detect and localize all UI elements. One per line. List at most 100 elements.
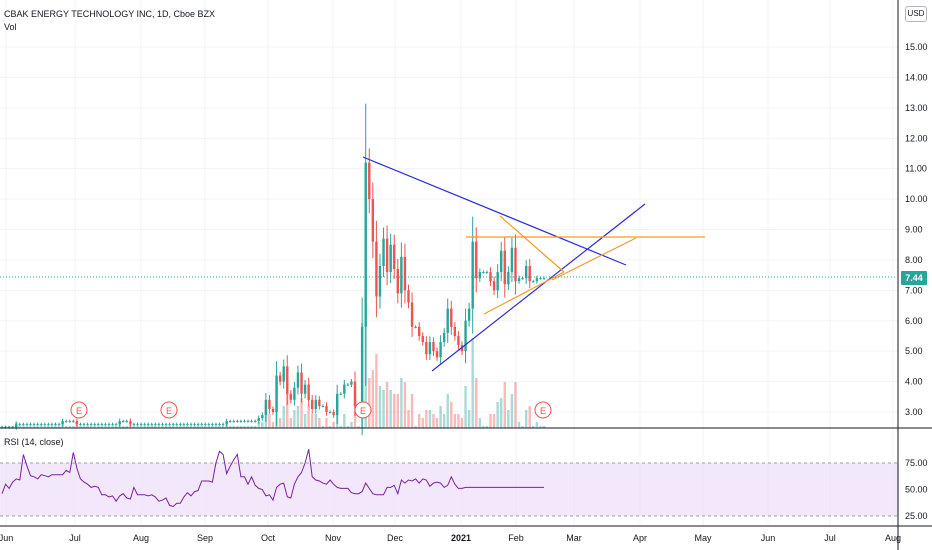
candle-body — [450, 308, 453, 327]
volume-bar — [164, 426, 168, 428]
volume-bar — [532, 426, 535, 428]
candle-body — [503, 250, 506, 285]
candle-body — [61, 421, 64, 425]
candle-body — [18, 424, 22, 426]
candle-body — [125, 421, 129, 423]
candle-body — [186, 424, 189, 426]
candle-body — [218, 424, 221, 426]
volume-bar — [136, 426, 139, 428]
candle-body — [478, 272, 482, 279]
volume-bar — [375, 354, 378, 428]
candle-body — [371, 199, 375, 242]
volume-bar — [282, 406, 285, 428]
volume-bar — [32, 426, 36, 428]
candle-body — [232, 421, 235, 423]
time-tick-label: Dec — [387, 533, 404, 543]
price-tick-label: 13.00 — [905, 103, 928, 113]
candle-body — [246, 421, 250, 423]
volume-bar — [189, 426, 193, 428]
candle-body — [82, 424, 86, 426]
earnings-marker[interactable] — [534, 401, 552, 419]
volume-bar — [186, 426, 189, 428]
rsi-tick-label: 75.00 — [905, 458, 928, 468]
time-tick-label: Feb — [508, 533, 524, 543]
time-tick-label: Mar — [566, 533, 582, 543]
earnings-marker-label: E — [166, 406, 172, 416]
rsi-label[interactable]: RSI (14, close) — [4, 437, 64, 447]
candle-body — [86, 424, 89, 426]
volume-bar — [50, 426, 54, 428]
candle-body — [350, 381, 353, 385]
candle-body — [385, 238, 389, 273]
pattern-upper-line — [499, 215, 565, 273]
volume-bar — [396, 394, 400, 428]
candle-body — [239, 421, 243, 423]
volume-bar — [524, 410, 528, 428]
earnings-marker[interactable] — [70, 401, 88, 419]
candle-body — [175, 424, 178, 426]
candle-body — [22, 424, 25, 426]
volume-bar — [368, 378, 371, 428]
time-tick-label: Aug — [133, 533, 149, 543]
candle-body — [417, 326, 421, 336]
earnings-marker-label: E — [360, 406, 366, 416]
candle-body — [47, 424, 50, 426]
volume-bar — [257, 422, 260, 428]
volume-bar — [403, 382, 407, 428]
candle-body — [389, 244, 392, 273]
earnings-marker[interactable] — [354, 401, 372, 419]
candle-body — [432, 342, 435, 352]
volume-bar — [246, 426, 250, 428]
volume-bar — [528, 406, 531, 428]
volume-bar — [428, 410, 432, 428]
volume-bar — [450, 402, 453, 428]
volume-bar — [371, 370, 375, 428]
volume-bar — [22, 426, 25, 428]
volume-bar — [517, 422, 521, 428]
candle-body — [207, 424, 211, 426]
volume-bar — [446, 394, 449, 428]
volume-bar — [510, 394, 514, 428]
candlesticks — [0, 103, 546, 436]
candle-body — [271, 408, 275, 412]
chart-header: CBAK ENERGY TECHNOLOGY INC, 1D, Cboe BZX… — [4, 8, 215, 34]
volume-bar — [492, 414, 496, 428]
volume-label[interactable]: Vol — [4, 22, 17, 32]
volume-bar — [339, 426, 342, 428]
volume-bar — [179, 426, 182, 428]
candle-body — [467, 308, 471, 321]
candle-body — [214, 424, 218, 426]
candle-body — [100, 424, 104, 426]
candle-body — [136, 424, 139, 426]
candle-body — [335, 393, 339, 416]
trendline-drawings[interactable] — [362, 156, 705, 372]
candle-body — [296, 372, 300, 388]
earnings-marker[interactable] — [160, 401, 178, 419]
candle-body — [339, 393, 342, 395]
candle-body — [521, 278, 524, 280]
time-tick-label: Apr — [633, 533, 647, 543]
descending-trendline — [362, 156, 627, 266]
candle-body — [15, 424, 18, 428]
candle-body — [286, 366, 289, 394]
time-tick-label: Sep — [197, 533, 213, 543]
volume-bar — [432, 414, 435, 428]
volume-bar — [239, 426, 243, 428]
volume-bar — [107, 426, 111, 428]
volume-bar — [535, 422, 539, 428]
volume-bar — [232, 426, 235, 428]
candle-body — [307, 384, 310, 400]
currency-button[interactable]: USD — [905, 6, 927, 22]
symbol-title[interactable]: CBAK ENERGY TECHNOLOGY INC, 1D, Cboe BZX — [4, 9, 216, 19]
volume-bar — [421, 418, 424, 428]
candle-body — [400, 256, 403, 294]
volume-bar — [457, 414, 460, 428]
candle-body — [475, 241, 478, 279]
candle-body — [268, 399, 271, 409]
volume-bar — [221, 426, 225, 428]
volume-bar — [464, 386, 467, 428]
time-tick-label: 2021 — [451, 533, 471, 543]
